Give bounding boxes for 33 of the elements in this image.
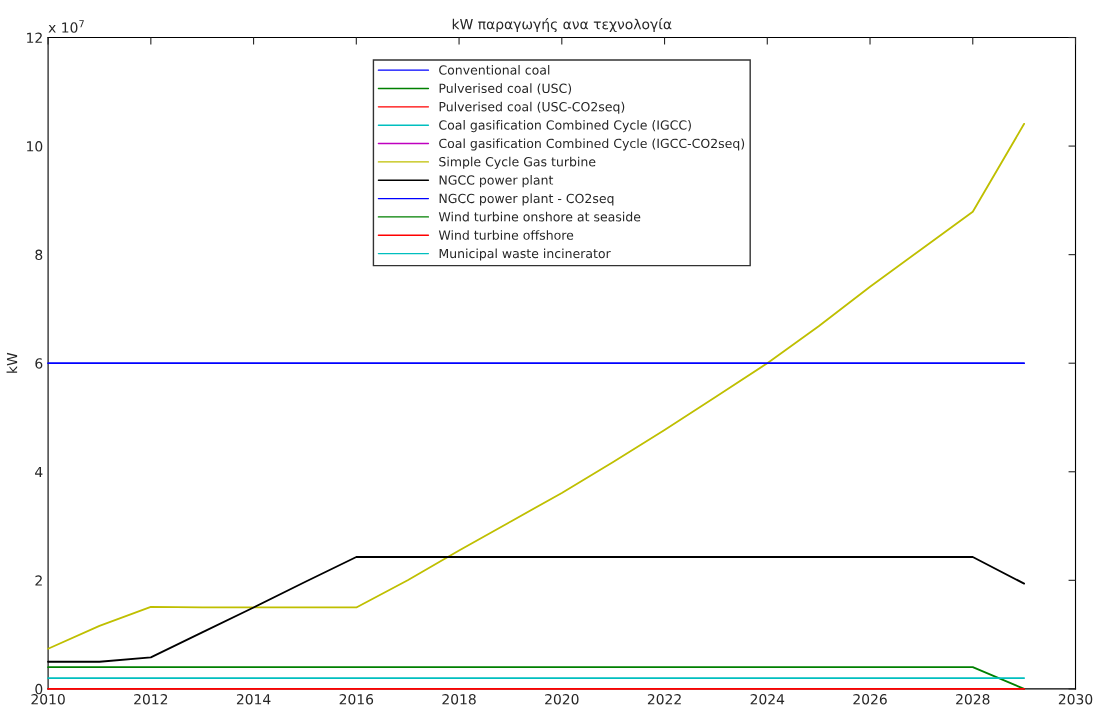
- legend-label: NGCC power plant - CO2seq: [439, 193, 614, 206]
- legend-label: Pulverised coal (USC): [439, 83, 572, 95]
- x-tick-label: 2020: [545, 693, 579, 705]
- x-tick-label: 2024: [750, 693, 785, 705]
- line-series: [47, 122, 1026, 650]
- y-tick-label: 6: [35, 358, 43, 369]
- legend-label: Conventional coal: [439, 65, 550, 75]
- x-tick-label: 2030: [1058, 693, 1093, 705]
- x-tick-label: 2018: [442, 693, 476, 705]
- x-tick-label: 2012: [134, 693, 168, 705]
- legend-label: Pulverised coal (USC-CO2seq): [439, 101, 625, 114]
- y-tick-label: 10: [27, 141, 43, 152]
- chart-title: kW παραγωγής ανα τεχνολογία: [452, 18, 672, 33]
- y-tick-label: 8: [35, 249, 43, 261]
- y-axis-title: kW: [6, 352, 18, 373]
- legend-label: Simple Cycle Gas turbine: [439, 156, 596, 169]
- legend-label: Wind turbine offshore: [438, 230, 574, 240]
- x-tick-label: 2028: [956, 693, 990, 705]
- x-tick-label: 2022: [647, 693, 681, 705]
- text: x 10$^{7}$: [48, 20, 84, 33]
- y-tick-label: 0: [35, 683, 43, 695]
- x-tick-label: 2010: [31, 693, 65, 705]
- legend-label: Municipal waste incinerator: [439, 248, 611, 261]
- y-tick-label: 12: [27, 32, 42, 43]
- x-tick-label: 2026: [853, 693, 887, 705]
- y-tick-label: 2: [35, 575, 42, 586]
- legend-label: NGCC power plant: [439, 175, 554, 188]
- x-tick-label: 2016: [339, 693, 374, 705]
- y-tick-label: 4: [35, 466, 43, 478]
- legend-label: Wind turbine onshore at seaside: [438, 211, 641, 222]
- legend-label: Coal gasification Combined Cycle (IGCC-CO2seq): [439, 138, 745, 151]
- legend-label: Coal gasification Combined Cycle (IGCC): [439, 120, 691, 133]
- x-tick-label: 2014: [236, 693, 271, 705]
